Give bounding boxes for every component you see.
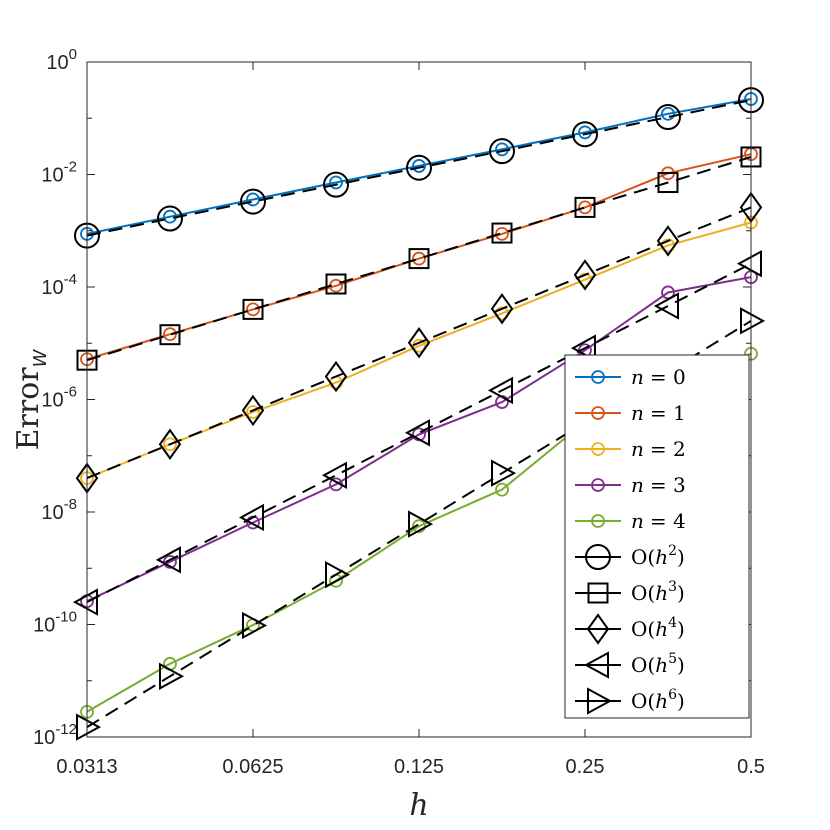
ref-order-5-marker [238,503,264,532]
y-axis-title-subscript: W [30,348,51,367]
ref-order-4-marker [490,293,514,325]
legend-marker-order-4 [586,613,610,645]
ref-order-3-marker [325,273,347,295]
legend-marker-n3 [591,478,605,492]
ref-order-4-marker [158,428,182,460]
ref-order-4-marker [241,394,265,427]
y-tick-label: 10-10 [33,609,77,637]
legend-marker-order-3 [587,582,609,604]
legend-label-n1: n = 1 [631,401,686,425]
x-axis-title: h [409,788,428,823]
legend-label-n3: n = 3 [631,473,686,497]
y-tick-label: 10-6 [41,384,77,412]
legend-label-order-5: O(h5) [631,651,685,677]
ref-line-order-3 [86,156,752,362]
ref-order-6-marker [740,307,766,335]
series-n0-point [412,159,426,173]
legend-label-n2: n = 2 [631,437,686,461]
x-tick-label: 0.125 [394,756,444,778]
series-n2-point [246,405,260,419]
x-tick-label: 0.5 [737,756,765,778]
legend-marker-n4 [591,514,605,528]
series-n3-point [163,554,177,569]
ref-order-6-marker [491,459,517,487]
ref-order-5-marker [72,588,98,616]
legend-label-n0: n = 0 [631,365,686,389]
y-tick-label: 10-8 [41,496,77,524]
series-n1-point [578,200,592,215]
y-axis-title-base: Error [11,367,46,451]
legend-marker-n0 [591,370,605,384]
legend-label-order-3: O(h3) [631,579,685,605]
ref-order-4-marker [656,225,680,257]
series-n0-point [329,175,343,190]
ref-order-2-marker [156,205,183,232]
series-n0-point [661,106,675,121]
series-n0-point [246,192,260,207]
legend-label-n4: n = 4 [631,509,686,533]
legend: n = 0 n = 1 n = 2 n = 3 n = 4 O(h2) O(h3) O(h4) O(h5)… [564,354,750,719]
ref-order-3-marker [242,298,264,320]
ref-line-order-4 [86,206,752,480]
series-n4-point [495,482,509,497]
ref-order-4-marker [407,327,431,359]
ref-order-6-marker [76,713,102,741]
ref-order-5-marker [155,546,181,574]
y-tick-label: 10-4 [41,271,77,299]
x-tick-label: 0.0625 [222,756,283,778]
legend-label-order-6: O(h6) [631,687,685,713]
legend-marker-order-6 [587,687,613,715]
series-n1-point [163,327,177,342]
ref-order-6-marker [242,611,268,640]
legend-marker-order-5 [583,651,609,679]
ref-order-3-marker [408,248,430,270]
ref-order-5-marker [570,334,596,362]
x-tick-label: 0.25 [566,756,605,778]
series-n1-point [495,226,509,241]
svg-text:ErrorW: ErrorW [11,348,51,450]
ref-order-3-marker [491,222,513,244]
y-tick-label: 10-2 [41,159,77,187]
legend-box [564,354,750,719]
legend-marker-n1 [591,406,605,420]
series-line-n0 [86,98,752,235]
y-tick-label: 100 [46,46,77,74]
ref-order-2-marker [406,154,432,181]
ref-order-3-marker [657,172,679,194]
series-n2-point [163,437,177,452]
ref-order-6-marker [408,510,434,538]
ref-order-2-marker [572,121,598,148]
ref-order-5-marker [653,292,679,320]
series-n2-point [412,338,426,353]
ref-order-6-marker [158,662,185,690]
series-n1-point [412,251,426,266]
legend-label-order-4: O(h4) [631,615,685,641]
ref-order-5-marker [736,249,762,278]
series-line-n3 [86,276,752,603]
ref-order-5-marker [321,461,348,489]
legend-marker-order-2 [585,544,611,570]
ref-order-4-marker [573,259,597,291]
legend-label-order-2: O(h2) [631,543,685,569]
ref-order-2-marker [654,104,681,131]
y-tick-label: 10-12 [33,721,77,749]
ref-order-2-marker [240,188,266,215]
ref-order-4-marker [324,360,348,393]
series-n1-point [246,302,260,317]
ref-line-order-2 [86,99,752,237]
ref-order-5-marker [487,376,514,405]
ref-order-3-marker [159,324,181,346]
ref-order-6-marker [325,560,351,589]
ref-order-2-marker [323,171,350,198]
ref-line-order-5 [86,262,752,603]
ref-order-3-marker [574,196,596,218]
x-tick-label: 0.0313 [56,756,117,778]
ref-order-2-marker [489,138,516,165]
series-n4-point [412,519,426,534]
y-axis-title: ErrorW [11,348,51,450]
ref-order-5-marker [404,419,430,447]
axes-layer: 100 10-2 10-4 10-6 10-8 10-10 10-12 0.0313 0.062… [33,46,765,778]
legend-marker-n2 [591,442,605,456]
